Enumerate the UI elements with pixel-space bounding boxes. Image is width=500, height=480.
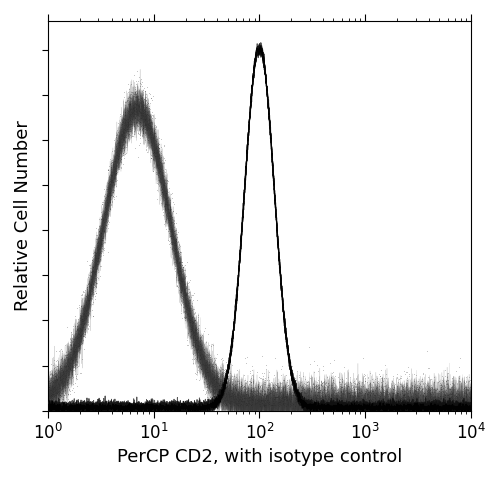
X-axis label: PerCP CD2, with isotype control: PerCP CD2, with isotype control bbox=[117, 448, 402, 466]
Y-axis label: Relative Cell Number: Relative Cell Number bbox=[14, 120, 32, 311]
